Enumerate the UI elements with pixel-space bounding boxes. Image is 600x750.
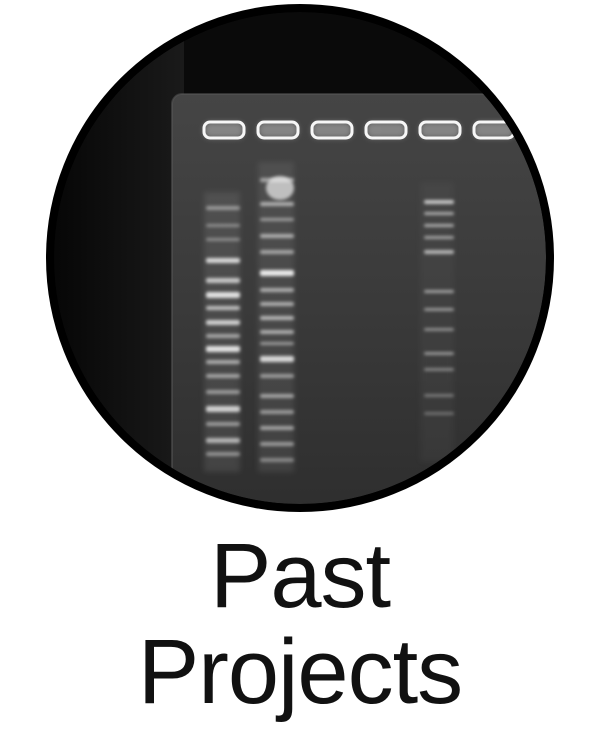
gel-band [424,368,454,371]
gel-band [260,202,294,206]
gel-band [206,374,240,378]
gel-band [260,442,294,446]
gel-band [260,250,294,254]
gel-band [424,212,454,215]
gel-band [260,288,294,292]
gel-band [260,374,294,378]
gel-band [260,302,294,306]
gel-band [206,360,240,364]
tile-caption: Past Projects [0,528,600,720]
gel-band [206,320,240,325]
gel-band [424,290,454,293]
gel-band [424,352,454,355]
caption-line-past: Past [209,525,391,627]
gel-band [260,178,294,182]
gel-band [260,410,294,414]
gel-band [206,406,240,412]
gel-band [424,236,454,239]
gel-band [206,258,240,263]
gel-band [206,346,240,352]
gel-band [206,278,240,283]
gel-band [260,270,294,276]
gel-band [260,218,294,221]
gel-band [206,306,240,310]
gel-band [206,390,240,394]
gel-band [260,342,294,345]
gel-band [260,394,294,398]
gel-band [424,412,454,415]
gel-band [424,328,454,331]
gel-band [206,334,240,338]
gel-band [206,452,240,456]
gel-band [206,422,240,426]
gel-band [424,394,454,397]
gel-band [206,206,240,210]
gel-band [260,330,294,334]
gel-band [260,356,294,362]
gel-band [206,238,240,241]
gel-electrophoresis-photo-icon [46,4,554,512]
gel-band [424,250,454,254]
gel-band [260,458,294,462]
gel-band [260,316,294,320]
gel-band [424,308,454,311]
gel-band [424,200,454,204]
gel-band [206,292,240,298]
gel-band [260,234,294,238]
gel-band [206,224,240,227]
gel-band [206,438,240,443]
gel-band [260,426,294,430]
caption-line-projects: Projects [137,621,463,723]
gel-band [424,224,454,227]
